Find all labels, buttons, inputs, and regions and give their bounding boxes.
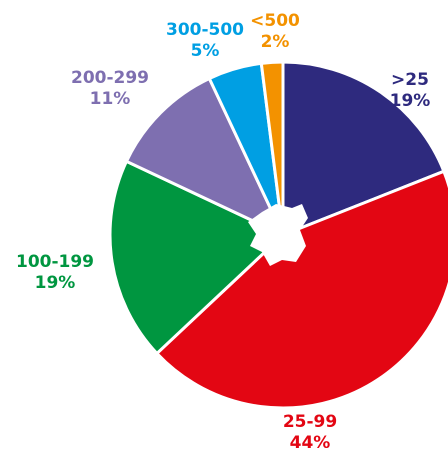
slice-category: 100-199 (16, 252, 94, 272)
pie-slice (124, 76, 285, 237)
pie-slice (281, 60, 446, 237)
pie-slice (259, 60, 285, 237)
slice-value-label: 5% (191, 41, 220, 61)
slice-category: 200-299 (71, 68, 149, 88)
pie-slice (155, 169, 448, 410)
slice-value-label: 19% (35, 273, 76, 293)
slice-category: <500 (250, 11, 300, 31)
slice-value-label: 44% (290, 433, 331, 453)
pie (108, 60, 448, 410)
slice-category: >25 (391, 70, 429, 90)
center-hole (248, 204, 308, 266)
slice-value-label: 19% (390, 91, 431, 111)
slice-value-label: 2% (261, 32, 290, 52)
slice-value-label: 11% (90, 89, 131, 109)
slice-category: 25-99 (283, 412, 337, 432)
labels: >2519%25-9944%100-19919%200-29911%300-50… (16, 11, 430, 453)
slice-category: 300-500 (166, 20, 244, 40)
pie-slice (108, 159, 285, 355)
